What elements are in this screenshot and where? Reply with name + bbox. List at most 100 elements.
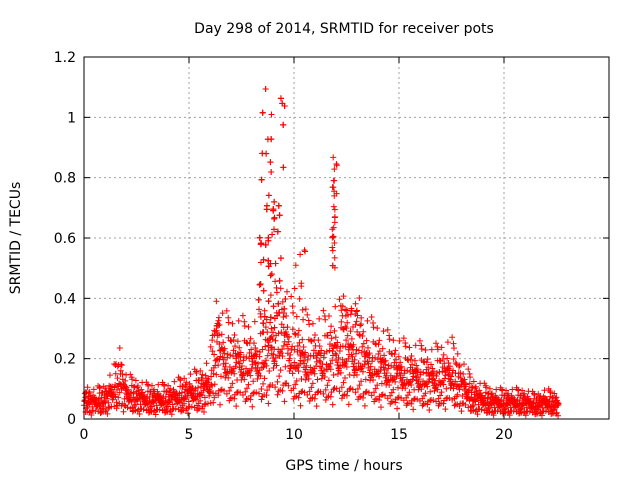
data-point — [258, 176, 265, 183]
data-point — [328, 323, 335, 330]
data-point — [547, 389, 554, 396]
data-point — [443, 395, 450, 402]
data-point — [227, 384, 234, 391]
data-point — [300, 316, 307, 323]
data-point — [104, 410, 111, 417]
data-point — [447, 376, 454, 383]
data-point — [438, 344, 445, 351]
data-point — [440, 400, 447, 407]
data-point — [318, 364, 325, 371]
data-point — [272, 337, 279, 344]
data-point — [279, 387, 286, 394]
data-point — [318, 347, 325, 354]
data-point — [334, 339, 341, 346]
data-point — [400, 335, 407, 342]
data-point — [363, 337, 370, 344]
data-point — [357, 322, 364, 329]
data-point — [267, 159, 274, 166]
data-point — [371, 389, 378, 396]
data-point — [367, 363, 374, 370]
axis-ticks: 0 5 10 15 20 0 0.2 0.4 0.6 0.8 1 1.2 — [54, 50, 609, 443]
data-point — [336, 348, 343, 355]
data-point — [267, 314, 274, 321]
data-point — [376, 397, 383, 404]
data-point — [295, 327, 302, 334]
data-point — [260, 287, 267, 294]
data-point — [327, 360, 334, 367]
data-point — [299, 306, 306, 313]
data-point — [329, 234, 336, 241]
data-point — [211, 381, 218, 388]
data-point — [265, 400, 272, 407]
data-point — [131, 403, 138, 410]
data-point — [331, 219, 338, 226]
data-point — [246, 350, 253, 357]
data-point — [408, 352, 415, 359]
data-point — [356, 382, 363, 389]
data-point — [276, 212, 283, 219]
data-point — [234, 338, 241, 345]
data-point — [181, 395, 188, 402]
data-point — [446, 363, 453, 370]
data-point — [315, 337, 322, 344]
data-point — [361, 361, 368, 368]
data-point — [205, 376, 212, 383]
data-point — [555, 412, 562, 419]
data-point — [396, 337, 403, 344]
data-point — [437, 392, 444, 399]
data-point — [119, 371, 126, 378]
data-point — [330, 386, 337, 393]
data-point — [214, 322, 221, 329]
data-point — [404, 367, 411, 374]
data-point — [217, 401, 224, 408]
data-point — [353, 371, 360, 378]
data-point — [296, 361, 303, 368]
data-point — [333, 385, 340, 392]
data-point — [447, 384, 454, 391]
data-point — [390, 337, 397, 344]
data-point — [331, 188, 338, 195]
data-point — [279, 298, 286, 305]
data-point — [255, 360, 262, 367]
data-point — [449, 334, 456, 341]
data-point — [332, 350, 339, 357]
data-point — [277, 285, 284, 292]
data-point — [261, 307, 268, 314]
data-point — [376, 348, 383, 355]
data-point — [415, 376, 422, 383]
data-point — [216, 341, 223, 348]
data-point — [220, 347, 227, 354]
y-tick-label: 1.2 — [54, 50, 76, 66]
data-point — [253, 389, 260, 396]
data-point — [267, 272, 274, 279]
data-point — [215, 392, 222, 399]
data-point — [370, 376, 377, 383]
data-point — [466, 380, 473, 387]
data-point — [313, 362, 320, 369]
data-point — [114, 375, 121, 382]
data-point — [84, 384, 91, 391]
data-point — [284, 324, 291, 331]
data-point — [263, 357, 270, 364]
data-point — [392, 347, 399, 354]
data-point — [456, 362, 463, 369]
data-point — [271, 226, 278, 233]
data-point — [342, 323, 349, 330]
data-point — [127, 371, 134, 378]
data-point — [425, 364, 432, 371]
data-point — [249, 403, 256, 410]
data-point — [118, 361, 125, 368]
data-point — [370, 324, 377, 331]
data-point — [311, 370, 318, 377]
data-point — [343, 337, 350, 344]
data-point — [195, 405, 202, 412]
data-point — [392, 399, 399, 406]
data-point — [321, 373, 328, 380]
data-point — [313, 403, 320, 410]
data-point — [238, 366, 245, 373]
data-point — [430, 368, 437, 375]
data-point — [471, 397, 478, 404]
data-point — [460, 371, 467, 378]
data-point — [298, 388, 305, 395]
data-point — [257, 373, 264, 380]
